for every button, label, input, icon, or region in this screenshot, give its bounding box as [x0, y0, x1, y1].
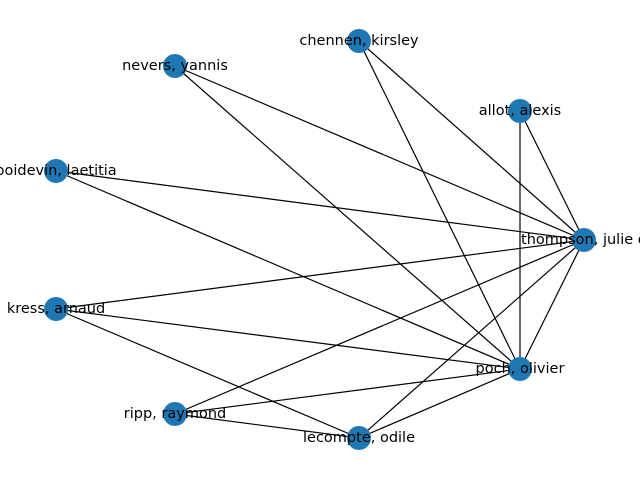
- edge-kress-thompson: [55, 239, 585, 310]
- node-label-chennen: chennen, kirsley: [299, 33, 419, 49]
- node-label-ripp: ripp, raymond: [124, 406, 226, 422]
- edge-poch-ripp: [174, 368, 521, 415]
- node-label-nevers: nevers, yannis: [122, 58, 228, 74]
- node-poch: [508, 357, 532, 381]
- edge-chennen-thompson: [358, 40, 585, 241]
- node-thompson: [572, 228, 596, 252]
- node-allot: [508, 99, 532, 123]
- node-nevers: [163, 54, 187, 78]
- edge-poch-lecompte: [358, 368, 521, 439]
- edge-allot-thompson: [519, 110, 585, 241]
- nodes-layer: [44, 29, 596, 450]
- edge-chennen-poch: [358, 40, 521, 370]
- edge-boidevin-poch: [55, 170, 521, 370]
- edge-boidevin-thompson: [55, 170, 585, 241]
- node-lecompte: [347, 426, 371, 450]
- edge-thompson-poch: [519, 239, 585, 370]
- edge-ripp-lecompte: [174, 413, 360, 439]
- node-chennen: [347, 29, 371, 53]
- edge-kress-lecompte: [55, 308, 360, 439]
- edge-nevers-poch: [174, 65, 521, 370]
- node-kress: [44, 297, 68, 321]
- node-label-lecompte: lecompte, odile: [303, 430, 415, 446]
- node-label-thompson: thompson, julie d: [521, 232, 640, 248]
- edge-thompson-lecompte: [358, 239, 585, 439]
- labels-layer: chennen, kirsley nevers, yannis allot, ale…: [0, 33, 640, 446]
- node-boidevin: [44, 159, 68, 183]
- node-label-kress: kress, arnaud: [7, 301, 105, 317]
- edges-layer: [55, 40, 585, 439]
- node-label-poch: poch, olivier: [476, 361, 565, 377]
- edge-nevers-thompson: [174, 65, 585, 241]
- edge-thompson-ripp: [174, 239, 585, 415]
- node-ripp: [163, 402, 187, 426]
- edge-kress-poch: [55, 308, 521, 370]
- node-label-boidevin: boidevin, laetitia: [0, 163, 117, 179]
- node-label-allot: allot, alexis: [479, 103, 561, 119]
